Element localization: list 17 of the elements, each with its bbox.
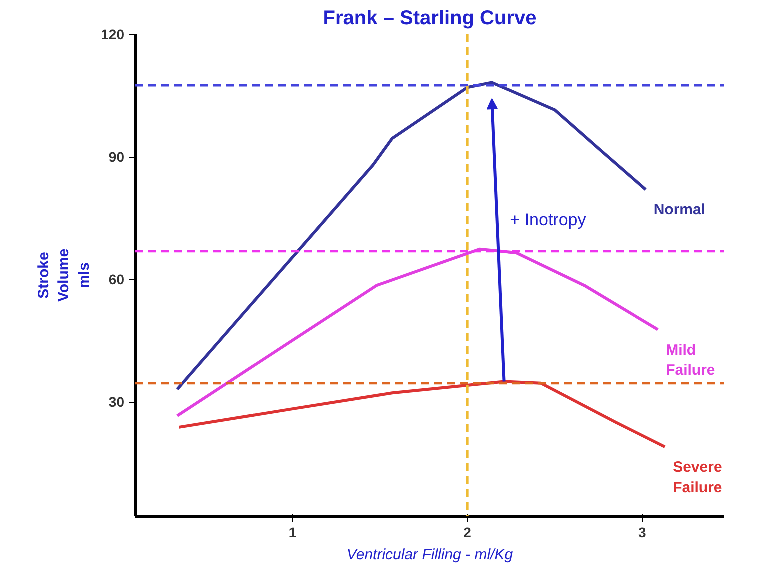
line-series	[178, 380, 667, 449]
chart-title: Frank – Starling Curve	[323, 8, 537, 30]
y-tick-label: 90	[108, 149, 125, 166]
series-label: Mild Failure	[666, 342, 716, 380]
y-tick-label: 120	[101, 26, 125, 42]
series-label: Severe Failure	[673, 459, 722, 496]
x-tick-label: 3	[638, 524, 646, 540]
line-series	[176, 81, 648, 391]
series-label: Normal	[654, 202, 706, 219]
annotation: + Inotropy	[510, 210, 587, 230]
x-tick-label: 2	[464, 524, 472, 540]
y-axis-title: Stroke Volume mls	[35, 248, 94, 302]
y-tick-label: 30	[108, 394, 125, 410]
line-series	[176, 248, 660, 418]
x-tick-label: 1	[288, 524, 297, 540]
y-tick-label: 60	[108, 272, 125, 288]
x-axis-title: Ventricular Filling - ml/Kg	[346, 546, 514, 564]
